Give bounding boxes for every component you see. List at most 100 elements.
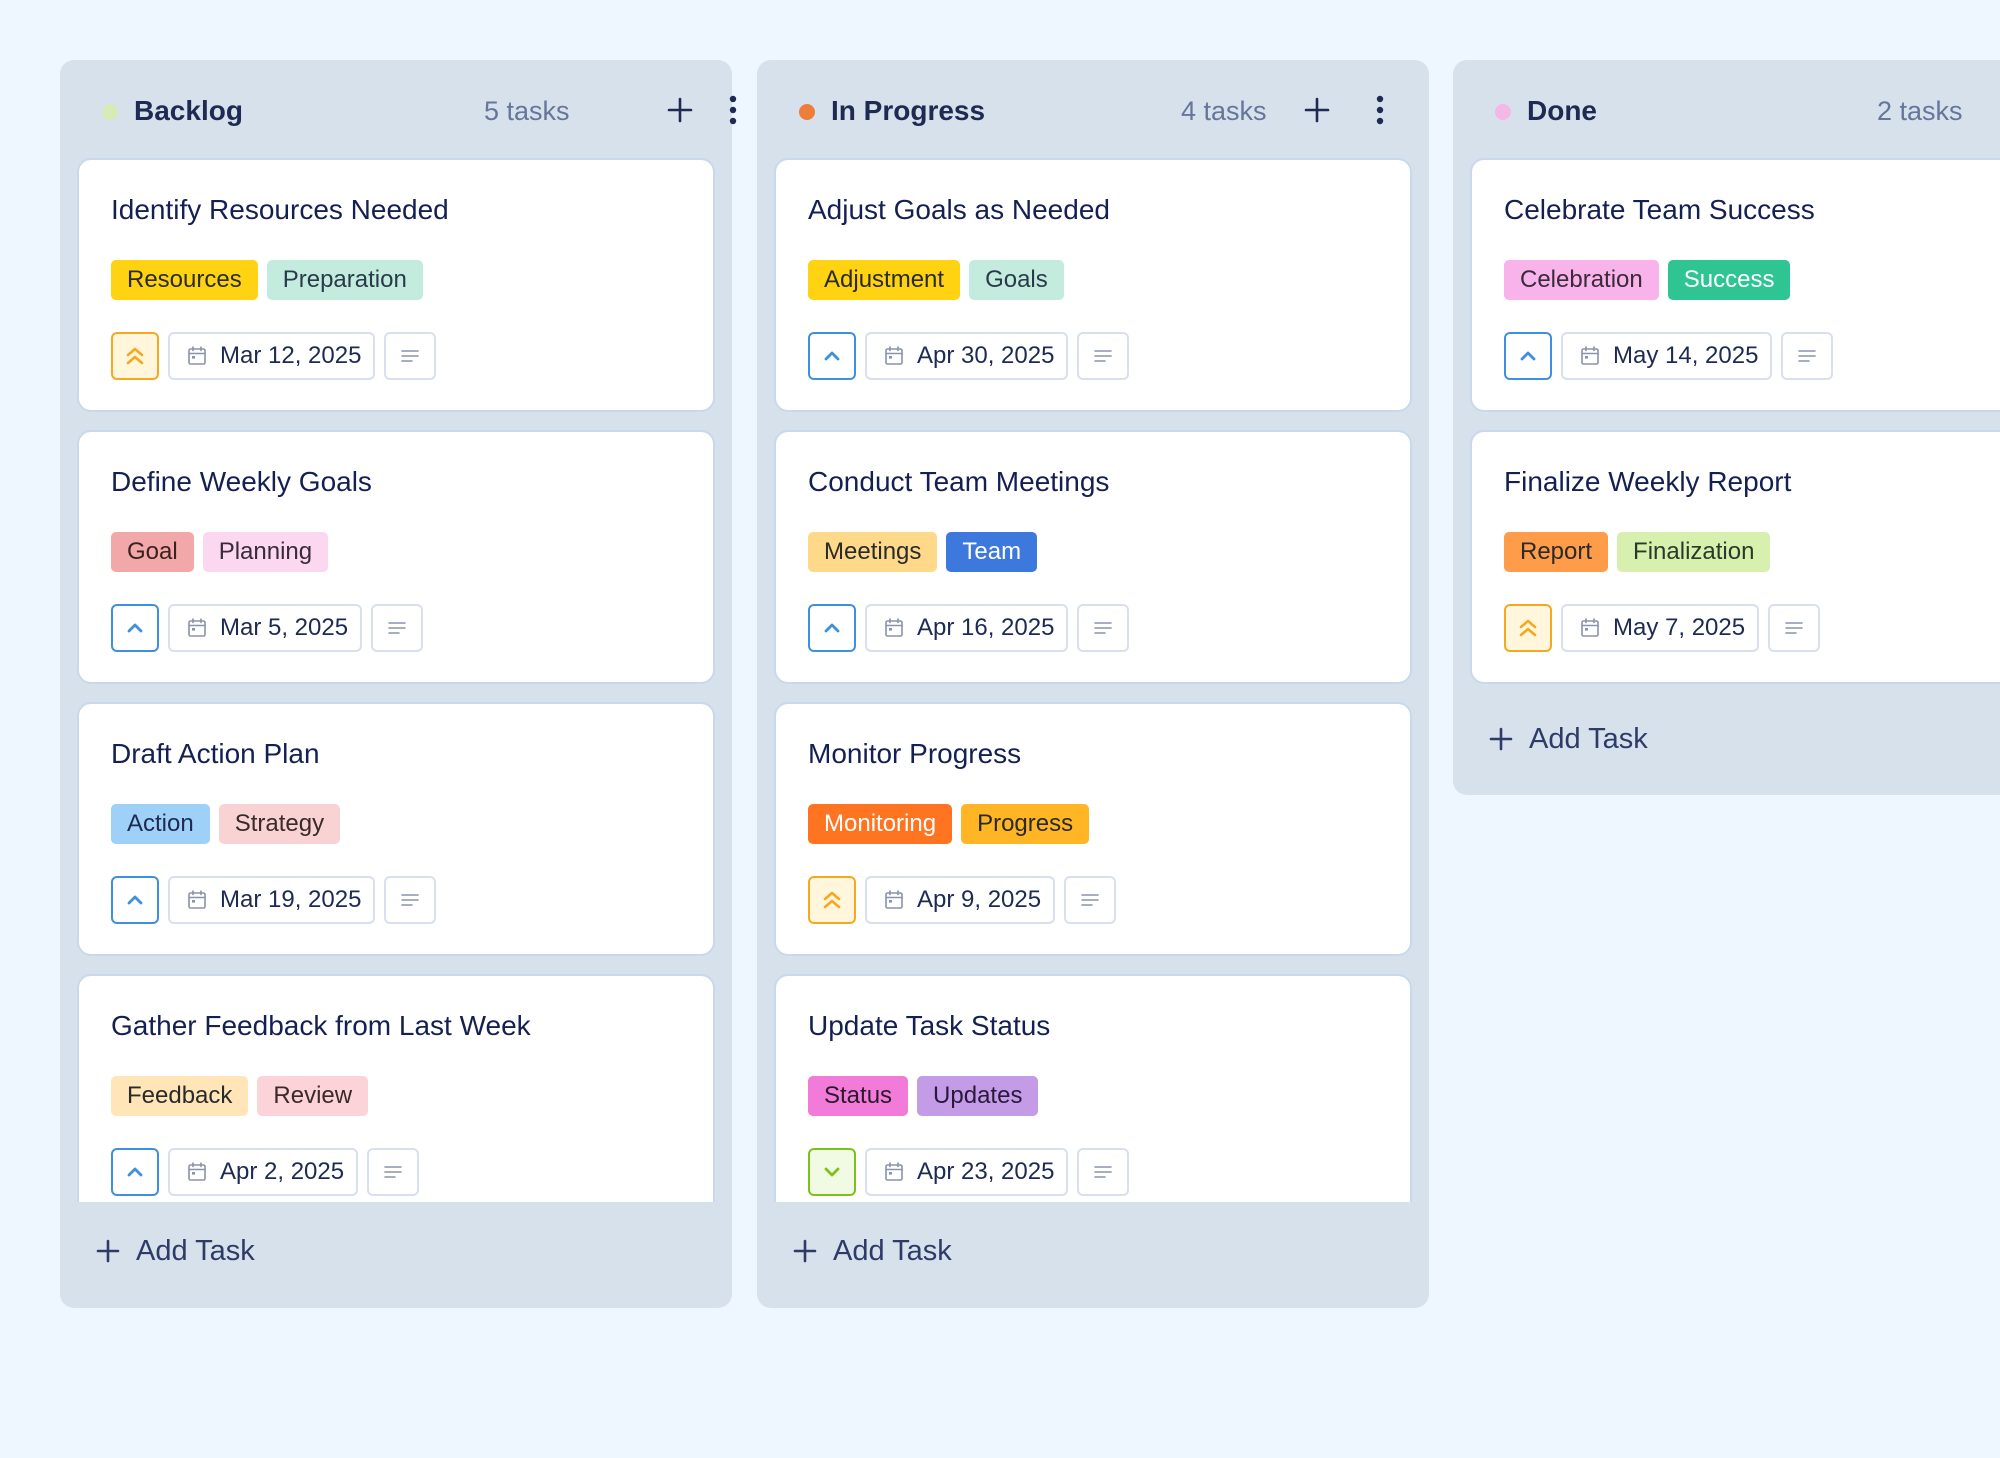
description-icon — [1081, 894, 1099, 906]
task-card[interactable]: Conduct Team Meetings Meetings Team Apr 1… — [774, 430, 1412, 684]
notes-button[interactable] — [371, 604, 424, 652]
calendar-icon — [188, 618, 206, 637]
task-card[interactable]: Finalize Weekly Report Report Finalizatio… — [1470, 430, 2000, 684]
due-date: Apr 30, 2025 — [917, 342, 1055, 369]
priority-button[interactable] — [808, 876, 856, 924]
due-date: Apr 2, 2025 — [220, 1158, 345, 1185]
due-date: Apr 23, 2025 — [917, 1158, 1055, 1185]
task-card[interactable]: Update Task Status Status Updates Apr 23,… — [774, 974, 1412, 1202]
notes-button[interactable] — [384, 332, 437, 380]
card-list: Adjust Goals as Needed Adjustment Goals A… — [774, 158, 1412, 1202]
task-meta: Mar 5, 2025 — [111, 604, 424, 652]
task-title: Adjust Goals as Needed — [808, 194, 1110, 225]
notes-button[interactable] — [1077, 604, 1130, 652]
tag-badge: Goal — [111, 532, 194, 572]
task-card[interactable]: Celebrate Team Success Celebration Succes… — [1470, 158, 2000, 412]
notes-button[interactable] — [1077, 1148, 1130, 1196]
chevrons-up-icon — [823, 891, 841, 909]
add-icon[interactable] — [660, 90, 700, 130]
tag-list: Monitoring Progress — [808, 804, 1090, 844]
priority-button[interactable] — [111, 876, 159, 924]
priority-button[interactable] — [111, 604, 159, 652]
task-card[interactable]: Monitor Progress Monitoring Progress Apr … — [774, 702, 1412, 956]
calendar-icon — [1581, 618, 1599, 637]
more-vertical-icon[interactable] — [1365, 90, 1395, 130]
due-date-button[interactable]: May 14, 2025 — [1561, 332, 1773, 380]
tag-badge: Status — [808, 1076, 909, 1116]
tag-badge: Finalization — [1617, 532, 1771, 572]
tag-badge: Feedback — [111, 1076, 249, 1116]
description-icon — [1798, 350, 1817, 362]
task-title: Update Task Status — [808, 1010, 1051, 1041]
plus-icon — [96, 1239, 120, 1263]
task-title: Conduct Team Meetings — [808, 466, 1110, 497]
chevron-down-icon — [824, 1167, 840, 1177]
due-date-button[interactable]: Mar 19, 2025 — [168, 876, 376, 924]
task-card[interactable]: Define Weekly Goals Goal Planning Mar 5, … — [77, 430, 715, 684]
due-date-button[interactable]: Apr 2, 2025 — [168, 1148, 359, 1196]
column-title: Done — [1527, 95, 1597, 126]
notes-button[interactable] — [1077, 332, 1130, 380]
due-date: Mar 5, 2025 — [220, 614, 349, 641]
description-icon — [1094, 622, 1113, 634]
column-header: Backlog 5 tasks — [60, 60, 737, 158]
add-task-button[interactable]: Add Task — [94, 1231, 255, 1271]
description-icon — [1785, 622, 1803, 634]
tag-list: Status Updates — [808, 1076, 1039, 1116]
priority-button[interactable] — [808, 604, 856, 652]
add-task-button[interactable]: Add Task — [1487, 719, 1648, 759]
due-date-button[interactable]: Mar 5, 2025 — [168, 604, 363, 652]
tag-badge: Adjustment — [808, 260, 961, 300]
tag-list: Adjustment Goals — [808, 260, 1064, 300]
priority-button[interactable] — [1504, 332, 1552, 380]
add-icon[interactable] — [1297, 90, 1337, 130]
task-card[interactable]: Identify Resources Needed Resources Prepa… — [77, 158, 715, 412]
tag-list: Celebration Success — [1504, 260, 1791, 300]
notes-button[interactable] — [1781, 332, 1834, 380]
notes-button[interactable] — [1768, 604, 1821, 652]
due-date: Apr 9, 2025 — [917, 886, 1042, 913]
description-icon — [1094, 1166, 1113, 1178]
chevron-up-icon — [127, 623, 143, 633]
task-card[interactable]: Draft Action Plan Action Strategy Mar 19,… — [77, 702, 715, 956]
task-meta: Apr 16, 2025 — [808, 604, 1130, 652]
priority-button[interactable] — [808, 1148, 856, 1196]
tag-list: Meetings Team — [808, 532, 1038, 572]
priority-button[interactable] — [111, 332, 159, 380]
tag-badge: Action — [111, 804, 210, 844]
tag-list: Resources Preparation — [111, 260, 423, 300]
due-date-button[interactable]: Apr 9, 2025 — [865, 876, 1056, 924]
task-card[interactable]: Gather Feedback from Last Week Feedback R… — [77, 974, 715, 1202]
tag-badge: Progress — [961, 804, 1090, 844]
priority-button[interactable] — [111, 1148, 159, 1196]
calendar-icon — [885, 618, 903, 637]
chevron-up-icon — [127, 1167, 143, 1177]
due-date-button[interactable]: May 7, 2025 — [1561, 604, 1760, 652]
calendar-icon — [885, 346, 903, 365]
priority-button[interactable] — [1504, 604, 1552, 652]
status-dot — [102, 104, 118, 120]
priority-button[interactable] — [808, 332, 856, 380]
more-vertical-icon[interactable] — [718, 90, 748, 130]
task-card[interactable]: Adjust Goals as Needed Adjustment Goals A… — [774, 158, 1412, 412]
description-icon — [401, 350, 420, 362]
due-date-button[interactable]: Apr 23, 2025 — [865, 1148, 1069, 1196]
chevrons-up-icon — [126, 347, 144, 365]
due-date-button[interactable]: Apr 16, 2025 — [865, 604, 1069, 652]
tag-list: Action Strategy — [111, 804, 341, 844]
notes-button[interactable] — [367, 1148, 420, 1196]
due-date-button[interactable]: Apr 30, 2025 — [865, 332, 1069, 380]
calendar-icon — [1581, 346, 1599, 365]
add-task-button[interactable]: Add Task — [791, 1231, 952, 1271]
due-date: Mar 19, 2025 — [220, 886, 362, 913]
column-title: Backlog — [134, 95, 243, 126]
card-list: Celebrate Team Success Celebration Succes… — [1470, 158, 2000, 702]
due-date-button[interactable]: Mar 12, 2025 — [168, 332, 376, 380]
column-header: In Progress 4 tasks — [757, 60, 1429, 158]
status-dot — [799, 104, 815, 120]
notes-button[interactable] — [384, 876, 437, 924]
task-title: Finalize Weekly Report — [1504, 466, 1792, 497]
tag-badge: Meetings — [808, 532, 938, 572]
notes-button[interactable] — [1064, 876, 1117, 924]
